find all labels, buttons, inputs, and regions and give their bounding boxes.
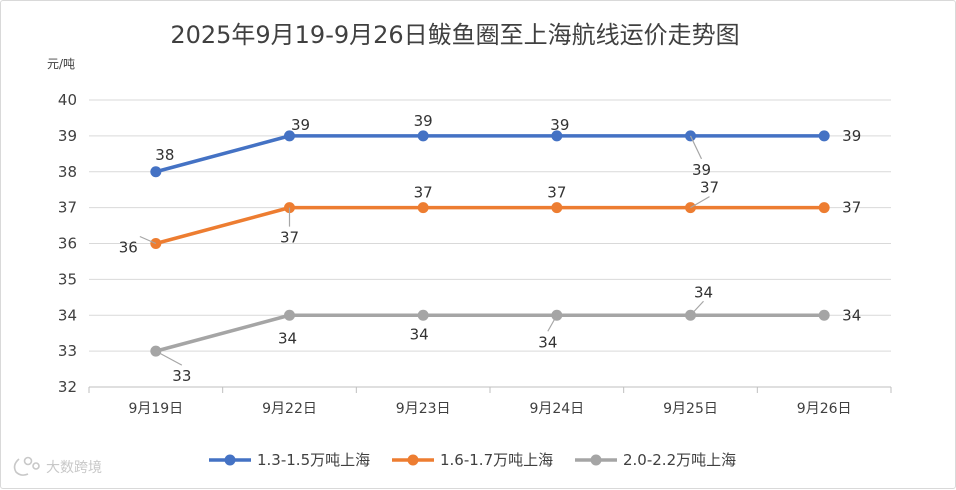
y-unit-label: 元/吨 <box>47 57 75 71</box>
data-label: 34 <box>842 306 861 324</box>
legend: 1.3-1.5万吨上海 1.6-1.7万吨上海 2.0-2.2万吨上海 <box>209 451 736 469</box>
legend-swatch-marker <box>224 454 236 466</box>
y-tick-label: 33 <box>58 342 77 360</box>
label-leader-line <box>155 350 183 366</box>
data-point <box>417 202 429 214</box>
data-label: 37 <box>842 199 861 217</box>
series-line <box>154 205 826 246</box>
label-leader-line <box>689 135 703 160</box>
data-label: 33 <box>172 367 191 385</box>
legend-swatch-marker <box>407 454 419 466</box>
data-label: 38 <box>155 146 174 164</box>
data-label: 39 <box>842 127 861 145</box>
watermark-text: 大数跨境 <box>46 460 102 476</box>
x-tick-label: 9月23日 <box>396 401 451 417</box>
y-tick-label: 32 <box>58 378 77 396</box>
x-tick-label: 9月25日 <box>663 401 718 417</box>
data-point <box>551 202 563 214</box>
data-point <box>150 166 162 178</box>
data-label: 37 <box>280 229 299 247</box>
data-point <box>284 130 295 142</box>
data-label: 34 <box>694 283 713 301</box>
x-tick-label: 9月22日 <box>262 401 317 417</box>
y-tick-label: 38 <box>58 163 77 181</box>
data-point <box>818 202 830 214</box>
label-leader-line <box>139 235 157 245</box>
y-tick-label: 37 <box>58 199 77 217</box>
y-tick-label: 36 <box>58 235 77 253</box>
data-label: 39 <box>550 116 569 134</box>
legend-label: 1.6-1.7万吨上海 <box>440 451 553 469</box>
label-leader-line <box>690 196 710 209</box>
data-label: 39 <box>692 161 711 179</box>
series-line <box>154 134 826 174</box>
legend-swatch-marker <box>590 454 602 466</box>
data-point <box>284 309 295 321</box>
data-point <box>417 130 429 142</box>
data-point <box>818 309 830 321</box>
data-label: 37 <box>547 184 566 202</box>
data-label: 34 <box>538 333 557 351</box>
data-label: 37 <box>700 179 719 197</box>
data-point <box>417 309 429 321</box>
data-label: 39 <box>291 116 310 134</box>
data-label: 39 <box>414 112 433 130</box>
data-point <box>551 130 563 142</box>
chart-title: 2025年9月19-9月26日鲅鱼圈至上海航线运价走势图 <box>170 21 739 49</box>
y-tick-label: 34 <box>58 306 77 324</box>
legend-label: 1.3-1.5万吨上海 <box>257 451 370 469</box>
y-tick-label: 40 <box>58 91 77 109</box>
series-lines <box>150 130 830 357</box>
y-tick-label: 39 <box>58 127 77 145</box>
x-tick-label: 9月24日 <box>529 401 584 417</box>
axes: 32 33 34 35 36 37 38 39 40 9月19日 9月22日 9月23日 9月24日 9月… <box>58 91 892 417</box>
x-tick-label: 9月19日 <box>128 401 183 417</box>
data-label: 36 <box>119 239 138 257</box>
data-label: 34 <box>278 329 297 347</box>
data-label: 37 <box>414 184 433 202</box>
x-tick-label: 9月26日 <box>797 401 852 417</box>
watermark-logo-icon <box>13 456 40 476</box>
data-point <box>818 130 830 142</box>
y-tick-label: 35 <box>58 270 77 288</box>
gridlines <box>89 99 891 352</box>
data-labels: 38 39 39 39 39 39 36 37 37 37 37 37 33 34 34 34 34 34 <box>119 112 862 385</box>
label-leader-line <box>547 314 558 332</box>
legend-label: 2.0-2.2万吨上海 <box>623 451 736 469</box>
label-leader-line <box>690 300 704 316</box>
watermark: 大数跨境 <box>13 456 102 476</box>
data-label: 34 <box>410 325 429 343</box>
series-line <box>154 313 826 353</box>
